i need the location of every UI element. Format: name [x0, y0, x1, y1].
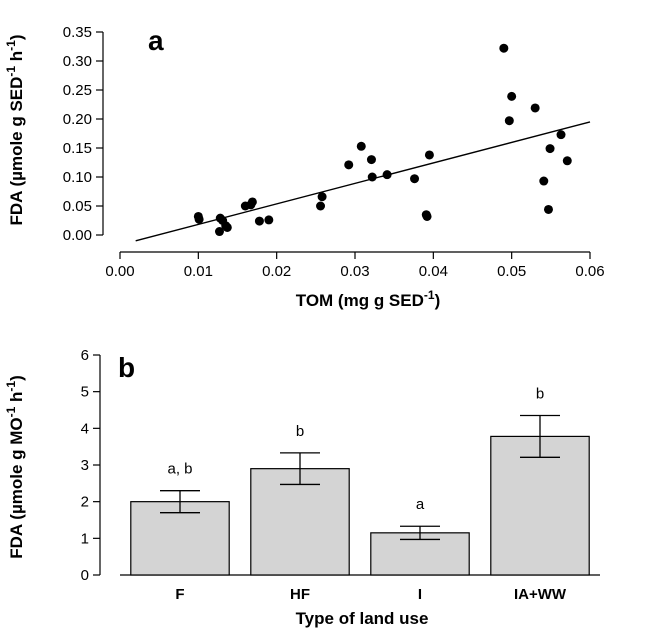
regression-line	[135, 121, 591, 242]
scatter-point	[562, 156, 572, 166]
scatter-y-tick-label: 0.35	[63, 24, 92, 41]
scatter-x-tick-label: 0.04	[419, 263, 448, 280]
scatter-point	[194, 214, 204, 224]
scatter-point	[254, 216, 264, 226]
category-label: HF	[290, 586, 310, 603]
significance-label: b	[536, 386, 544, 403]
bar-y-axis-title: FDA (µmole g MO-1 h-1)	[4, 375, 26, 559]
scatter-points	[193, 43, 572, 237]
scatter-point	[422, 211, 432, 221]
scatter-y-tick-label: 0.00	[63, 227, 92, 244]
scatter-axes: 0.00 0.01 0.02 0.03 0.04 0.05 0.06 0.00 0.05 0.10…	[63, 24, 605, 280]
significance-label: b	[296, 423, 304, 440]
bar-x-axis-title: Type of land use	[296, 609, 429, 628]
panel-b-letter: b	[118, 352, 135, 383]
scatter-y-tick-label: 0.30	[63, 53, 92, 70]
scatter-point	[556, 130, 566, 140]
scatter-point	[344, 160, 354, 170]
scatter-x-tick-label: 0.02	[262, 263, 291, 280]
scatter-panel: a 0.00 0.01 0.02 0.03 0.04 0.05 0.060.000.050.…	[4, 24, 605, 310]
bar-y-tick-label: 1	[81, 530, 89, 547]
scatter-point	[499, 43, 509, 53]
bar-y-tick-label: 6	[81, 347, 89, 364]
panel-a-letter: a	[148, 25, 164, 56]
scatter-y-tick-label: 0.15	[63, 140, 92, 157]
scatter-point	[543, 204, 553, 214]
scatter-point	[410, 174, 420, 184]
bar-y-tick-label: 4	[81, 420, 89, 437]
scatter-point	[530, 103, 540, 113]
category-label: I	[418, 586, 422, 603]
scatter-x-tick-label: 0.00	[105, 263, 134, 280]
scatter-point	[316, 201, 326, 211]
category-label: IA+WW	[514, 586, 567, 603]
bar	[130, 501, 230, 576]
scatter-point	[264, 215, 274, 225]
bar	[490, 435, 590, 576]
significance-label: a	[416, 496, 425, 513]
scatter-y-tick-label: 0.20	[63, 111, 92, 128]
scatter-point	[424, 150, 434, 160]
bar-y-tick-label: 3	[81, 457, 89, 474]
scatter-y-tick-label: 0.10	[63, 169, 92, 186]
scatter-point	[222, 222, 232, 232]
scatter-x-axis-title: TOM (mg g SED-1)	[296, 288, 440, 310]
scatter-point	[504, 116, 514, 126]
scatter-point	[356, 141, 366, 151]
bar-y-tick-label: 0	[81, 567, 89, 584]
scatter-y-tick-label: 0.25	[63, 82, 92, 99]
bar-panel: b 0 1 2 3 4 5 6 a, b Fb HF a Ib IA+WW Type of land …	[4, 347, 600, 628]
scatter-x-tick-label: 0.05	[497, 263, 526, 280]
scatter-x-tick-label: 0.01	[184, 263, 213, 280]
scatter-point	[214, 227, 224, 237]
scatter-x-tick-label: 0.06	[575, 263, 604, 280]
trendline	[135, 121, 591, 242]
scatter-y-axis-title: FDA (µmole g SED-1 h-1)	[4, 34, 26, 225]
category-label: F	[175, 586, 184, 603]
scatter-x-tick-label: 0.03	[340, 263, 369, 280]
scatter-point	[247, 197, 257, 207]
bars: a, b Fb HF a Ib IA+WW	[130, 386, 590, 603]
significance-label: a, b	[167, 461, 192, 478]
scatter-y-tick-label: 0.05	[63, 198, 92, 215]
scatter-point	[366, 155, 376, 165]
scatter-point	[317, 192, 327, 202]
bar-y-tick-label: 2	[81, 494, 89, 511]
scatter-point	[539, 176, 549, 186]
scatter-point	[545, 144, 555, 154]
scatter-point	[507, 91, 517, 101]
bar-y-tick-label: 5	[81, 384, 89, 401]
